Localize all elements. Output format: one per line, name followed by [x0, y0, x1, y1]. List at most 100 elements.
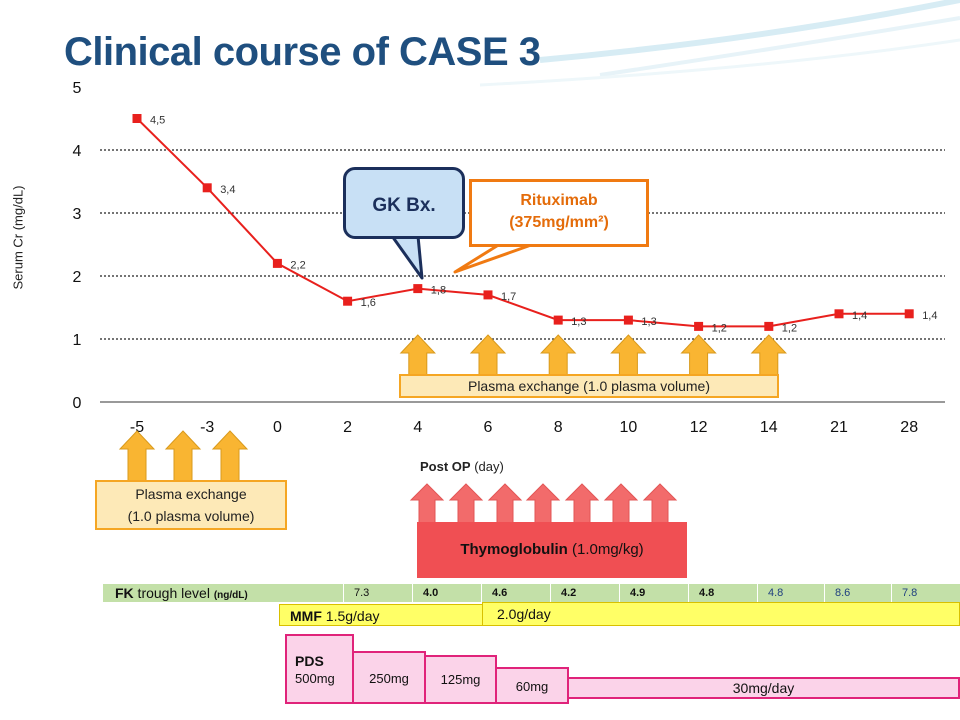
decor-swoosh — [599, 16, 960, 77]
data-label: 1,6 — [361, 297, 376, 309]
mmf-dose-increased: 2.0g/day — [482, 602, 960, 626]
data-point — [553, 315, 563, 325]
data-point — [132, 114, 142, 123]
rituximab-callout: Rituximab (375mg/mm²) — [469, 179, 649, 247]
decor-swoosh — [539, 0, 960, 63]
rituximab-label: Rituximab — [520, 192, 598, 209]
fk-value: 4.8 — [688, 584, 757, 602]
x-axis-ticks: -5 -3 0 2 4 6 8 10 12 14 21 28 — [130, 419, 918, 436]
x-tick-label: 2 — [343, 419, 352, 436]
data-point — [413, 284, 423, 294]
plasma-exchange-arrow — [399, 334, 436, 377]
x-axis-label-unit: (day) — [470, 459, 504, 474]
x-tick-label: 10 — [620, 419, 638, 436]
thymoglobulin-box: Thymoglobulin (1.0mg/kg) — [417, 522, 687, 578]
x-tick-label: 14 — [760, 419, 778, 436]
fk-trough-row: FK trough level (ng/dL) 7.3 4.0 4.6 4.2 … — [103, 584, 960, 602]
treatment-arrows — [118, 334, 787, 525]
y-tick-label: 3 — [73, 206, 82, 223]
data-label: 1,3 — [571, 316, 586, 328]
plasma-exchange-post-label: Plasma exchange (1.0 plasma volume) — [399, 374, 779, 398]
data-label: 3,4 — [220, 184, 235, 196]
rituximab-callout-pointer — [453, 242, 536, 274]
series-line — [136, 117, 910, 328]
x-axis-label-main: Post OP — [420, 459, 471, 474]
data-point — [272, 258, 282, 268]
y-tick-label: 2 — [73, 269, 82, 286]
slide-decoration — [479, 0, 960, 87]
plasma-exchange-arrow — [164, 430, 202, 482]
mmf-dose-initial: MMF 1.5g/day — [279, 604, 489, 626]
data-label: 1,3 — [641, 316, 656, 328]
pds-dose-250: 250mg — [352, 651, 426, 704]
fk-value: 4.0 — [412, 584, 481, 602]
data-label: 1,7 — [501, 291, 516, 303]
fk-label-text: trough level — [133, 585, 214, 601]
x-tick-label: 21 — [830, 419, 848, 436]
y-tick-label: 1 — [73, 332, 82, 349]
gk-callout-pointer — [390, 234, 424, 280]
thymoglobulin-arrow — [448, 483, 484, 525]
x-tick-label: 28 — [900, 419, 918, 436]
thymoglobulin-arrow — [525, 483, 561, 525]
data-point — [202, 183, 212, 193]
data-label: 1,2 — [782, 322, 797, 334]
data-point — [623, 315, 633, 325]
data-point — [343, 296, 353, 306]
plasma-exchange-pre-volume: (1.0 plasma volume) — [127, 508, 255, 524]
thymoglobulin-arrow — [564, 483, 600, 525]
data-point — [904, 309, 914, 319]
thymoglobulin-arrow — [409, 483, 445, 525]
plasma-exchange-arrow — [750, 334, 787, 377]
rituximab-dose: (375mg/mm²) — [509, 214, 609, 231]
fk-trough-label: FK trough level (ng/dL) — [103, 584, 343, 602]
thymoglobulin-arrow — [603, 483, 639, 525]
plasma-exchange-arrow — [469, 334, 507, 377]
plasma-exchange-arrow — [680, 334, 717, 377]
y-tick-label: 5 — [73, 80, 82, 97]
thymoglobulin-arrow — [642, 483, 678, 525]
x-tick-label: 6 — [484, 419, 493, 436]
fk-value: 7.3 — [343, 584, 412, 602]
fk-label-unit: (ng/dL) — [213, 590, 248, 601]
y-tick-label: 4 — [73, 143, 82, 160]
chart-gridlines — [100, 149, 945, 403]
x-axis-label: Post OP (day) — [420, 459, 504, 474]
page-title: Clinical course of CASE 3 — [64, 30, 541, 74]
pds-dose-60: 60mg — [495, 667, 569, 704]
fk-value: 4.6 — [481, 584, 550, 602]
plasma-exchange-pre-label: Plasma exchange — [135, 486, 247, 502]
plasma-exchange-arrow — [118, 430, 156, 482]
pds-label: PDS — [295, 653, 324, 669]
x-tick-label: 4 — [413, 419, 422, 436]
y-tick-label: 0 — [73, 395, 82, 412]
data-labels: 4,5 3,4 2,2 1,6 1,8 1,7 1,3 1,3 1,2 1,2 1,4 1,4 — [150, 115, 937, 335]
mmf-label: MMF — [290, 608, 322, 624]
data-point — [483, 290, 493, 300]
thymoglobulin-label: Thymoglobulin — [460, 541, 568, 558]
x-tick-label: 12 — [690, 419, 708, 436]
pds-dose-30: 30mg/day — [567, 677, 960, 699]
data-label: 1,2 — [712, 322, 727, 334]
x-tick-label: -3 — [200, 419, 214, 436]
data-label: 4,5 — [150, 115, 165, 127]
fk-value: 4.8 — [757, 584, 824, 602]
y-axis-label: Serum Cr (mg/dL) — [10, 185, 26, 290]
data-point — [834, 309, 844, 319]
x-tick-label: -5 — [130, 419, 144, 436]
data-label: 2,2 — [290, 259, 305, 271]
gk-biopsy-callout: GK Bx. — [343, 167, 465, 239]
pds-dose-0: 500mg — [295, 671, 335, 686]
thymoglobulin-dose: (1.0mg/kg) — [567, 541, 644, 558]
thymoglobulin-arrow — [487, 483, 523, 525]
plasma-exchange-arrow — [211, 430, 249, 482]
data-point — [694, 321, 704, 331]
x-tick-label: 0 — [273, 419, 282, 436]
fk-value: 8.6 — [824, 584, 891, 602]
fk-label-bold: FK — [115, 585, 134, 601]
gk-biopsy-label: GK Bx. — [372, 195, 436, 216]
fk-value: 4.2 — [550, 584, 619, 602]
data-label: 1,4 — [852, 310, 867, 322]
x-tick-label: 8 — [554, 419, 563, 436]
